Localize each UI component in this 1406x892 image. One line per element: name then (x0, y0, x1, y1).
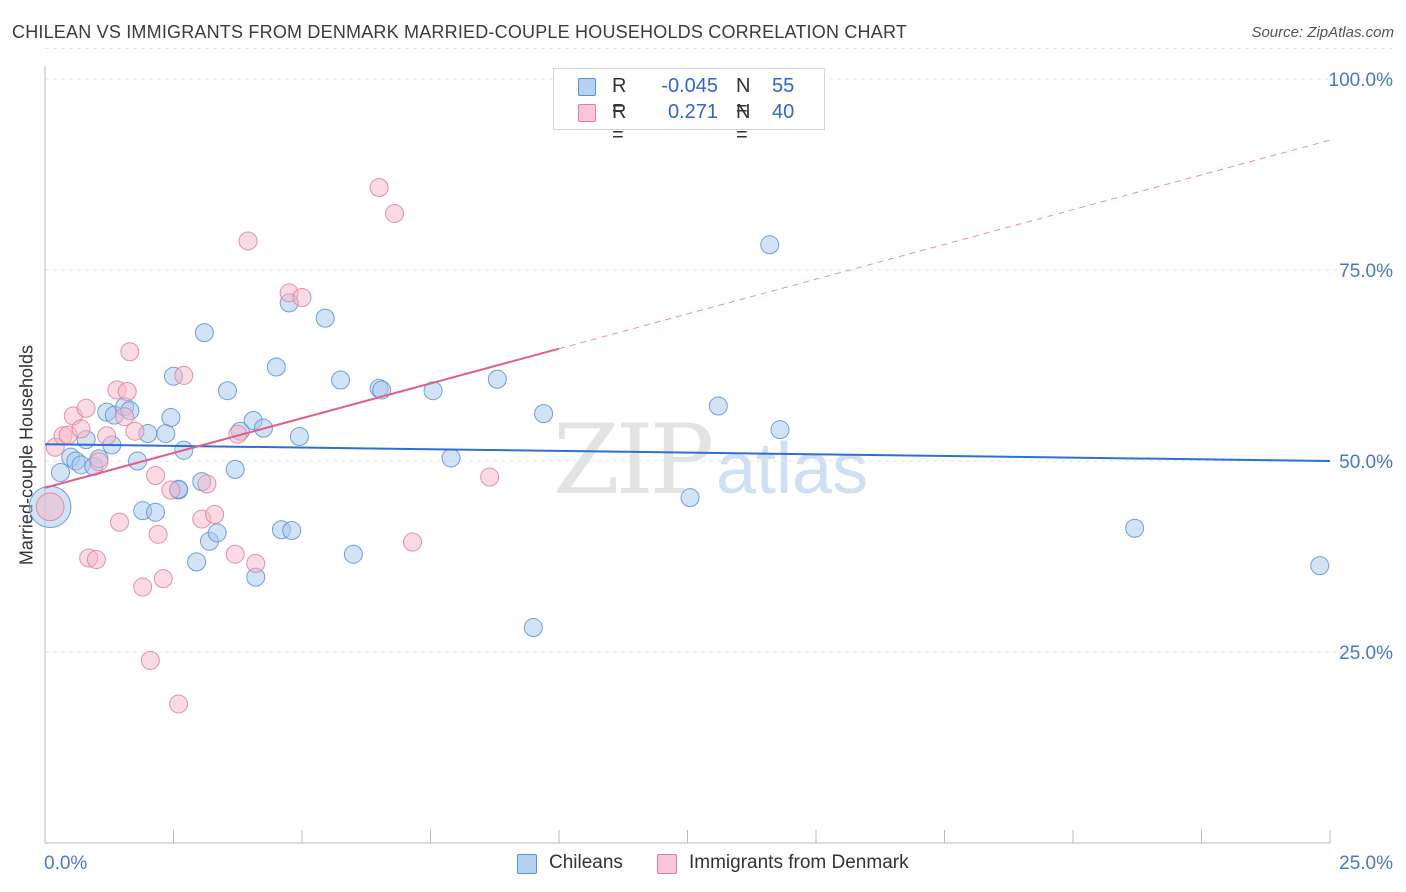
chilean-point (534, 404, 554, 424)
denmark-point (71, 419, 91, 439)
denmark-point (403, 532, 423, 552)
pink-swatch-icon (657, 854, 677, 874)
stats-box: R = -0.045 N = 55 R = 0.271 N = 40 (553, 68, 825, 146)
denmark-point (161, 480, 181, 500)
legend-label: Immigrants from Denmark (689, 852, 909, 873)
denmark-point (97, 426, 117, 446)
chilean-point (289, 427, 309, 447)
r-label: R = (612, 75, 627, 120)
blue-swatch-icon (578, 78, 596, 96)
chilean-point (487, 369, 507, 389)
denmark-point (146, 466, 166, 486)
source-label: Source: ZipAtlas.com (1251, 24, 1394, 41)
x-tick-label: 25.0% (1339, 853, 1393, 874)
chilean-trend-line (44, 443, 1331, 462)
denmark-point (225, 544, 245, 564)
chilean-point (50, 462, 70, 482)
y-tick-label: 100.0% (1329, 70, 1394, 91)
denmark-point (205, 504, 225, 524)
denmark-point (174, 365, 194, 385)
chilean-point (1125, 518, 1145, 538)
chilean-point (282, 521, 302, 541)
chilean-point (207, 523, 227, 543)
chilean-point (187, 552, 207, 572)
chilean-point (441, 448, 461, 468)
denmark-point (86, 550, 106, 570)
chart-title: CHILEAN VS IMMIGRANTS FROM DENMARK MARRI… (12, 22, 908, 42)
r-value: -0.045 (661, 75, 718, 97)
denmark-point (117, 381, 137, 401)
denmark-point (385, 203, 405, 223)
chilean-point (156, 423, 176, 443)
x-tick-label: 0.0% (44, 853, 87, 874)
denmark-point (238, 231, 258, 251)
denmark-trend-line (44, 347, 560, 489)
y-tick-label: 25.0% (1339, 643, 1393, 664)
n-value: 55 (772, 75, 795, 97)
chilean-point (266, 357, 286, 377)
denmark-point (115, 407, 135, 427)
n-label: N = (736, 101, 751, 146)
denmark-point (228, 424, 248, 444)
denmark-point (148, 524, 168, 544)
chilean-point (680, 488, 700, 508)
denmark-point (140, 650, 160, 670)
chilean-point (523, 618, 543, 638)
denmark-point (35, 492, 65, 522)
legend-label: Chileans (549, 852, 623, 873)
chilean-point (217, 381, 237, 401)
chilean-point (343, 544, 363, 564)
chilean-point (161, 407, 181, 427)
n-value: 40 (772, 101, 795, 123)
chilean-point (315, 308, 335, 328)
chilean-point (225, 459, 245, 479)
denmark-point (292, 288, 312, 308)
denmark-point (480, 467, 500, 487)
denmark-point (369, 177, 389, 197)
denmark-point (120, 342, 140, 362)
denmark-point (197, 474, 217, 494)
chilean-point (331, 370, 351, 390)
denmark-point (133, 577, 153, 597)
blue-swatch-icon (517, 854, 537, 874)
denmark-point (246, 553, 266, 573)
denmark-point (110, 512, 130, 532)
denmark-point (125, 421, 145, 441)
watermark-atlas: atlas (716, 429, 868, 509)
y-tick-label: 50.0% (1339, 452, 1393, 473)
denmark-point (153, 569, 173, 589)
chilean-point (146, 502, 166, 522)
r-value: 0.271 (667, 101, 718, 123)
denmark-point (76, 398, 96, 418)
denmark-point (169, 694, 189, 714)
denmark-trend-line-extended (558, 139, 1331, 350)
chilean-point (708, 396, 728, 416)
chilean-point (423, 381, 443, 401)
chilean-point (1310, 556, 1330, 576)
chilean-point (770, 420, 790, 440)
r-label: R = (612, 101, 627, 146)
denmark-point (89, 452, 109, 472)
chilean-point (194, 323, 214, 343)
pink-swatch-icon (578, 104, 596, 122)
y-tick-label: 75.0% (1339, 261, 1393, 282)
n-label: N = (736, 75, 751, 120)
chilean-point (760, 235, 780, 255)
